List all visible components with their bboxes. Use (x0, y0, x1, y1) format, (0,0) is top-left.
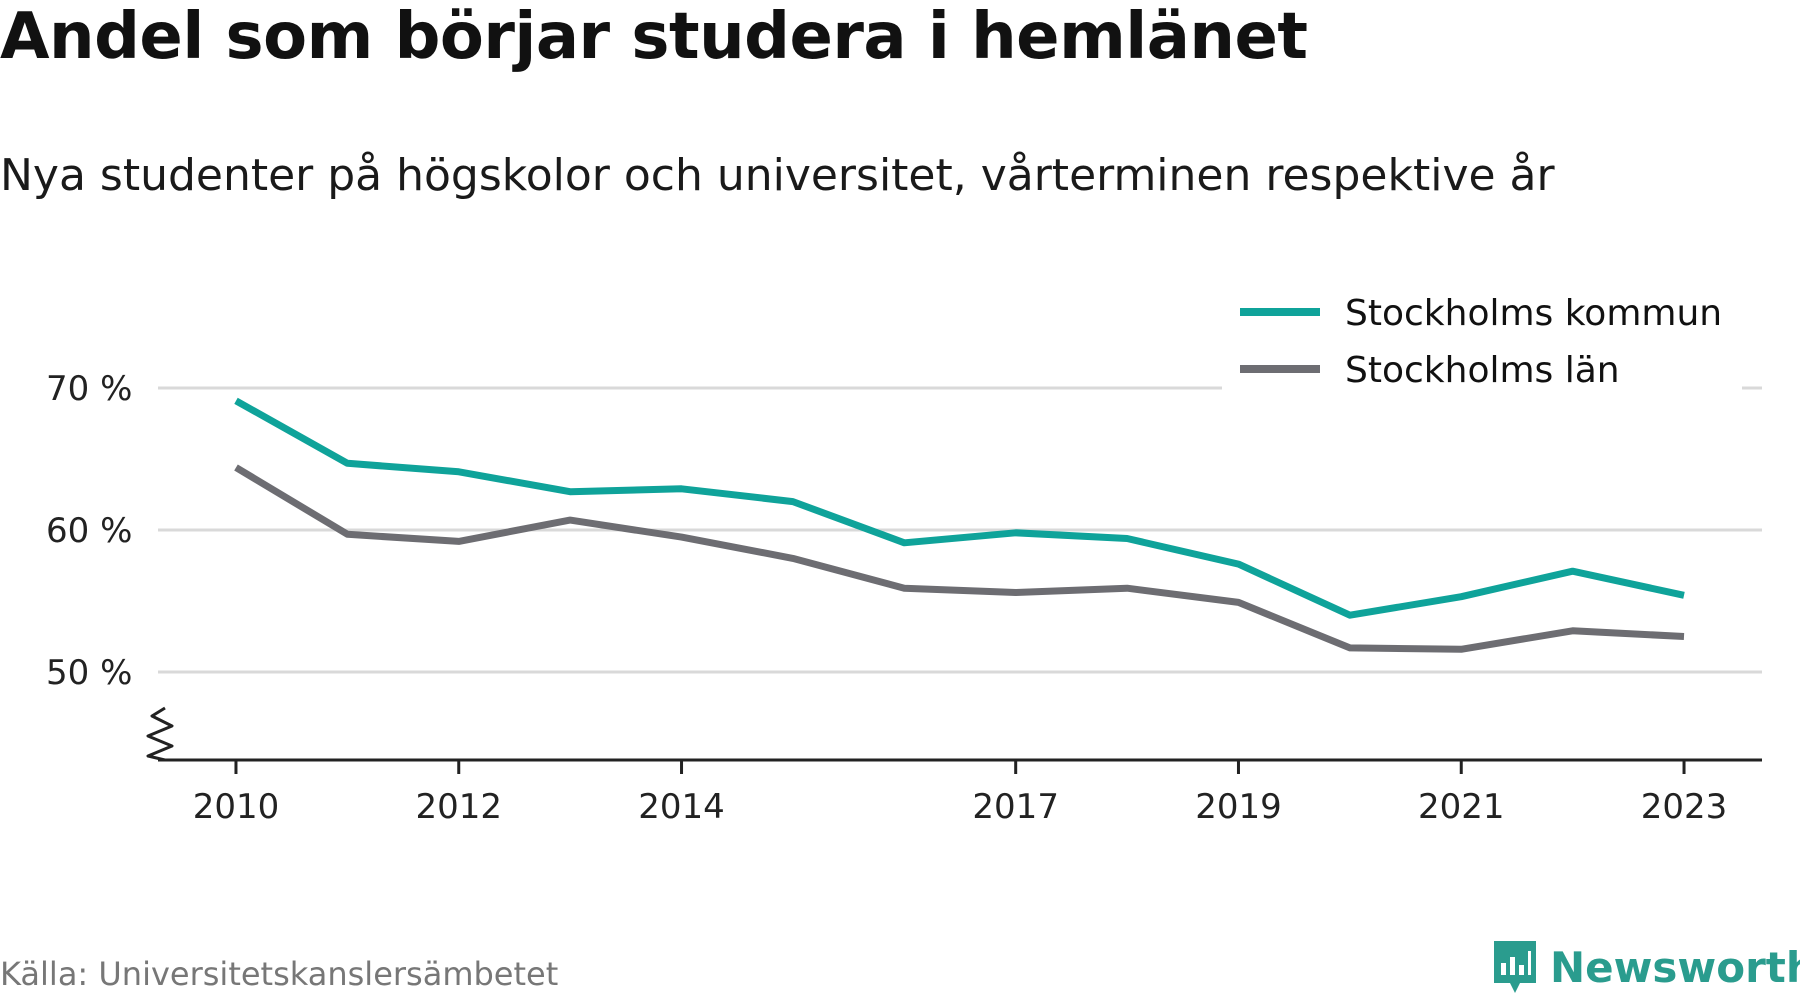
legend-label-stockholms-kommun: Stockholms kommun (1345, 293, 1722, 334)
source-note: Källa: Universitetskanslersämbetet (0, 955, 559, 993)
legend: Stockholms kommun Stockholms län (1222, 282, 1742, 391)
x-tick-label-2010: 2010 (193, 787, 280, 827)
x-tick-label-2017: 2017 (972, 787, 1059, 827)
x-tick-label-2023: 2023 (1641, 787, 1728, 827)
grid-lines (158, 386, 1762, 674)
x-axis: 2010 2012 2014 2017 2019 2021 2023 (146, 706, 1762, 827)
x-tick-label-2021: 2021 (1418, 787, 1505, 827)
chart-subtitle: Nya studenter på högskolor och universit… (0, 150, 1555, 201)
y-axis: 50 % 60 % 70 % (46, 369, 132, 693)
brand-logo: Newsworthy (1490, 937, 1800, 997)
series-line-stockholms-kommun (234, 397, 1685, 619)
x-tick-label-2012: 2012 (415, 787, 502, 827)
series-lines (234, 397, 1685, 653)
series-line-stockholms-lan (234, 464, 1685, 653)
newsworthy-logo-icon (1494, 941, 1536, 993)
legend-label-stockholms-lan: Stockholms län (1345, 350, 1620, 391)
x-tick-label-2019: 2019 (1195, 787, 1282, 827)
y-tick-label-50: 50 % (46, 653, 132, 693)
y-tick-label-60: 60 % (46, 511, 132, 551)
brand-name: Newsworthy (1550, 942, 1800, 992)
chart-title: Andel som börjar studera i hemlänet (0, 0, 1308, 74)
x-tick-label-2014: 2014 (638, 787, 725, 827)
y-tick-label-70: 70 % (46, 369, 132, 409)
axis-break-icon (146, 706, 174, 762)
